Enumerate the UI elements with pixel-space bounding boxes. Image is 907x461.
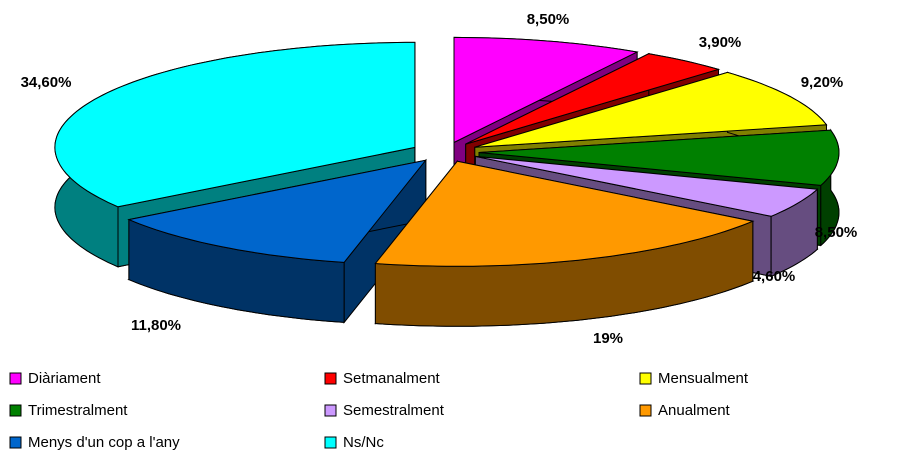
legend-swatch — [639, 372, 652, 385]
legend-label: Diàriament — [28, 370, 101, 387]
slice-top — [54, 41, 416, 208]
value-label: 11,80% — [131, 317, 181, 334]
legend-label: Anualment — [658, 402, 731, 419]
value-label: 8,50% — [815, 224, 858, 241]
legend-swatch — [9, 404, 22, 417]
legend-swatch — [639, 404, 652, 417]
slice-top — [474, 71, 828, 148]
value-label: 4,60% — [753, 268, 796, 285]
slice — [374, 159, 755, 327]
slice-top — [453, 36, 639, 144]
legend-label: Semestralment — [343, 402, 445, 419]
legend-swatch — [324, 436, 337, 449]
legend-swatch — [9, 436, 22, 449]
legend-swatch — [324, 372, 337, 385]
slice-top — [127, 159, 428, 263]
value-label: 19% — [593, 330, 623, 347]
legend-swatch — [324, 404, 337, 417]
slice-top — [478, 129, 840, 186]
value-label: 34,60% — [21, 74, 72, 91]
slice-top — [475, 155, 819, 217]
legend-label: Setmanalment — [343, 370, 441, 387]
slice — [127, 158, 428, 324]
slice-top — [374, 160, 755, 267]
legend-label: Mensualment — [658, 370, 749, 387]
slice-top — [465, 53, 721, 145]
legend-label: Trimestralment — [28, 402, 128, 419]
value-label: 9,20% — [801, 74, 844, 91]
legend-label: Menys d'un cop a l'any — [28, 434, 180, 451]
value-label: 3,90% — [699, 34, 742, 51]
legend-label: Ns/Nc — [343, 434, 384, 451]
value-label: 8,50% — [527, 11, 570, 28]
legend-swatch — [9, 372, 22, 385]
